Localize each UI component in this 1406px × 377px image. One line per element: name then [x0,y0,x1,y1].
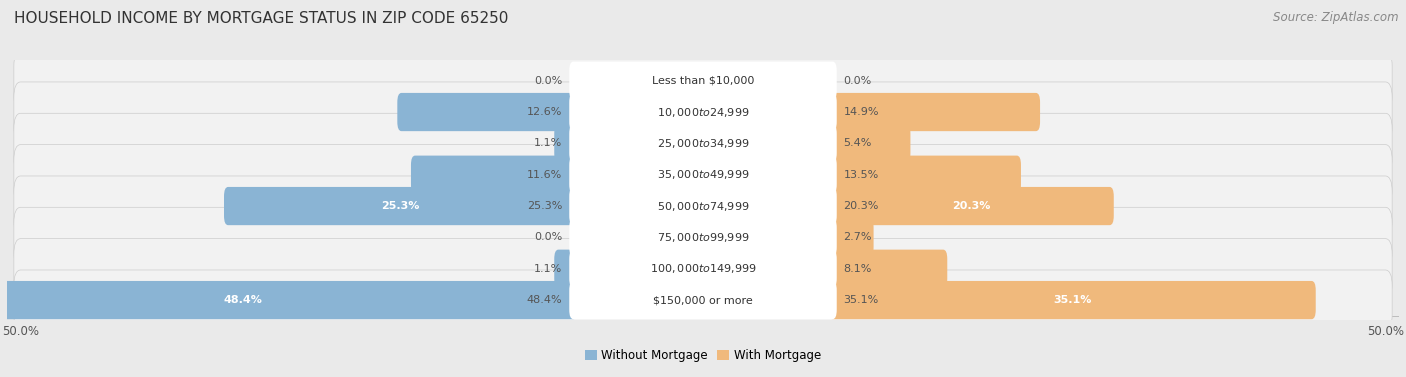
FancyBboxPatch shape [569,281,837,319]
FancyBboxPatch shape [828,281,1316,319]
Text: 2.7%: 2.7% [844,232,872,242]
Text: HOUSEHOLD INCOME BY MORTGAGE STATUS IN ZIP CODE 65250: HOUSEHOLD INCOME BY MORTGAGE STATUS IN Z… [14,11,509,26]
FancyBboxPatch shape [14,113,1392,173]
FancyBboxPatch shape [554,124,578,162]
Text: 13.5%: 13.5% [844,170,879,180]
FancyBboxPatch shape [569,187,837,225]
Text: $50,000 to $74,999: $50,000 to $74,999 [657,199,749,213]
Text: 35.1%: 35.1% [1053,295,1091,305]
FancyBboxPatch shape [828,250,948,288]
Text: $150,000 or more: $150,000 or more [654,295,752,305]
Text: 25.3%: 25.3% [381,201,420,211]
Text: $100,000 to $149,999: $100,000 to $149,999 [650,262,756,275]
FancyBboxPatch shape [0,281,578,319]
Text: 8.1%: 8.1% [844,264,872,274]
FancyBboxPatch shape [14,145,1392,205]
Text: 48.4%: 48.4% [527,295,562,305]
FancyBboxPatch shape [828,156,1021,194]
FancyBboxPatch shape [828,218,873,256]
Text: 48.4%: 48.4% [224,295,263,305]
Text: $25,000 to $34,999: $25,000 to $34,999 [657,137,749,150]
Text: 11.6%: 11.6% [527,170,562,180]
Text: 35.1%: 35.1% [844,295,879,305]
FancyBboxPatch shape [828,124,911,162]
FancyBboxPatch shape [569,218,837,256]
Text: 12.6%: 12.6% [527,107,562,117]
Text: $75,000 to $99,999: $75,000 to $99,999 [657,231,749,244]
Text: 0.0%: 0.0% [534,76,562,86]
FancyBboxPatch shape [569,61,837,100]
Text: 14.9%: 14.9% [844,107,879,117]
FancyBboxPatch shape [569,156,837,194]
FancyBboxPatch shape [14,207,1392,268]
Legend: Without Mortgage, With Mortgage: Without Mortgage, With Mortgage [581,344,825,366]
FancyBboxPatch shape [398,93,578,131]
FancyBboxPatch shape [569,124,837,162]
FancyBboxPatch shape [411,156,578,194]
Text: 0.0%: 0.0% [534,232,562,242]
FancyBboxPatch shape [569,93,837,131]
FancyBboxPatch shape [828,93,1040,131]
Text: 20.3%: 20.3% [844,201,879,211]
FancyBboxPatch shape [14,51,1392,111]
Text: 20.3%: 20.3% [952,201,990,211]
Text: 5.4%: 5.4% [844,138,872,149]
FancyBboxPatch shape [14,82,1392,142]
FancyBboxPatch shape [554,250,578,288]
FancyBboxPatch shape [14,176,1392,236]
Text: 1.1%: 1.1% [534,138,562,149]
Text: $35,000 to $49,999: $35,000 to $49,999 [657,168,749,181]
Text: Source: ZipAtlas.com: Source: ZipAtlas.com [1274,11,1399,24]
Text: 0.0%: 0.0% [844,76,872,86]
FancyBboxPatch shape [224,187,578,225]
FancyBboxPatch shape [14,239,1392,299]
Text: 25.3%: 25.3% [527,201,562,211]
FancyBboxPatch shape [14,270,1392,330]
Text: $10,000 to $24,999: $10,000 to $24,999 [657,106,749,118]
FancyBboxPatch shape [828,187,1114,225]
Text: Less than $10,000: Less than $10,000 [652,76,754,86]
Text: 1.1%: 1.1% [534,264,562,274]
FancyBboxPatch shape [569,250,837,288]
